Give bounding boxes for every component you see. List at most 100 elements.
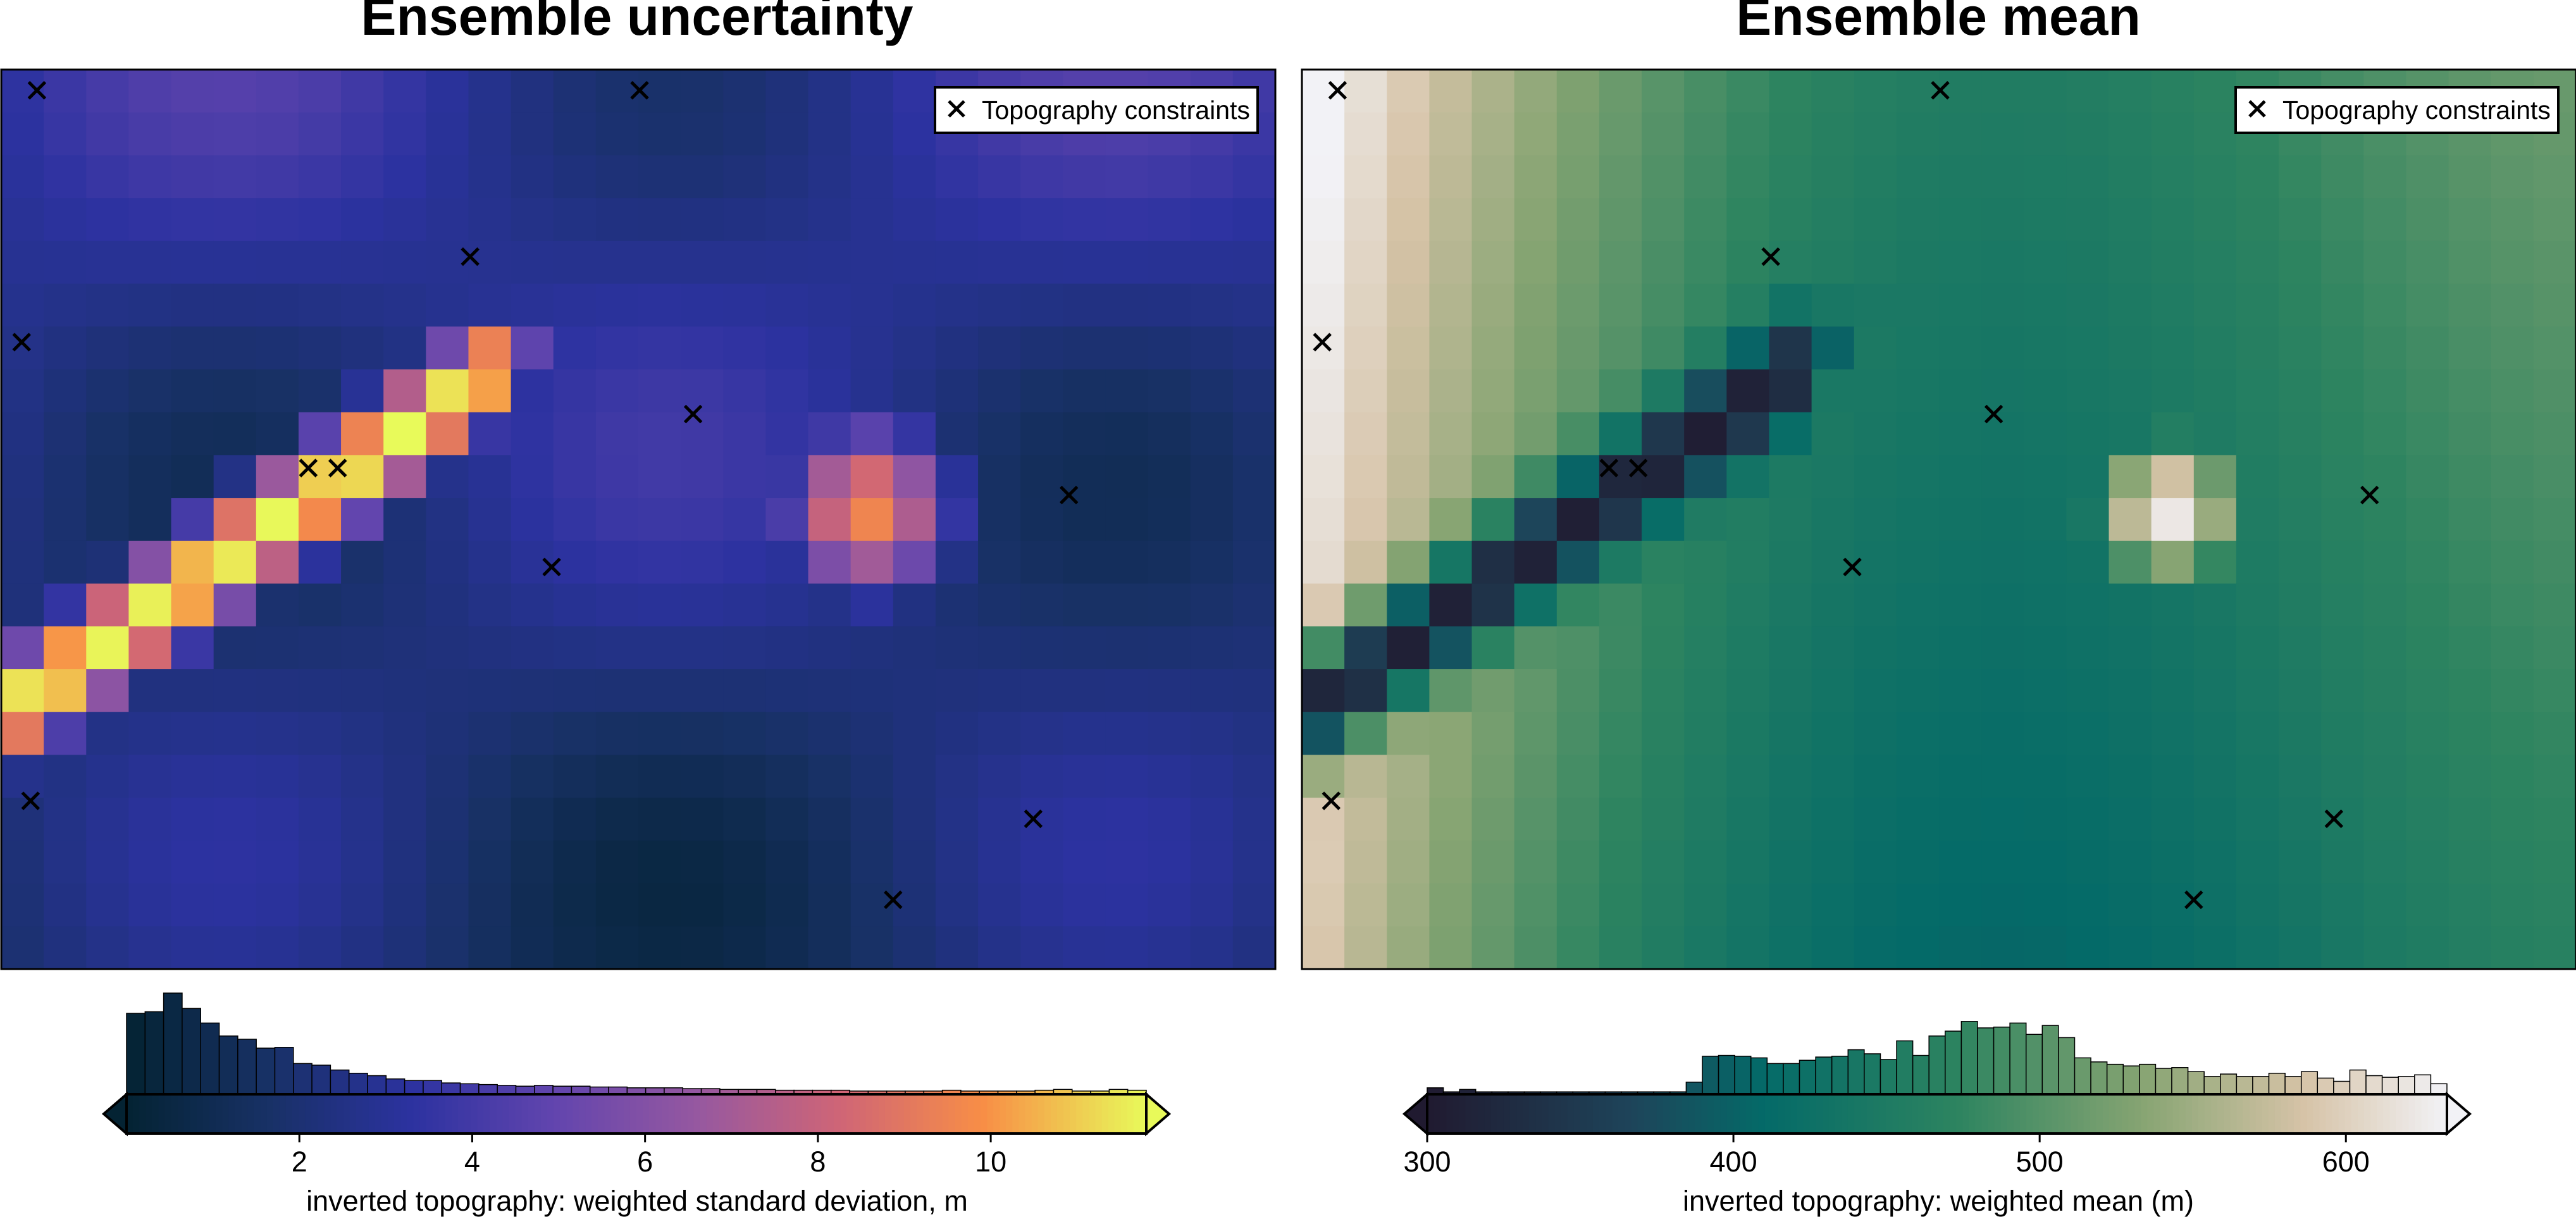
heatmap-cell xyxy=(935,712,979,756)
heatmap-cell xyxy=(850,455,894,498)
heatmap-cell xyxy=(511,926,554,970)
heatmap-cell xyxy=(1,840,44,884)
heatmap-cell xyxy=(1642,155,1685,199)
colorbar-segment xyxy=(1025,1094,1032,1134)
colorbar-segment xyxy=(2364,1094,2371,1134)
heatmap-cell xyxy=(2363,540,2407,584)
heatmap-cell xyxy=(850,626,894,670)
colorbar-segment xyxy=(133,1094,140,1134)
heatmap-cell xyxy=(128,412,172,456)
histogram-bar xyxy=(1766,1063,1784,1095)
colorbar-segment xyxy=(1917,1094,1925,1134)
colorbar-segment xyxy=(228,1094,236,1134)
heatmap-cell xyxy=(213,798,257,841)
heatmap-cell xyxy=(1854,626,1897,670)
heatmap-cell xyxy=(1981,840,2024,884)
heatmap-cell xyxy=(2236,412,2279,456)
heatmap-cell xyxy=(341,669,384,713)
heatmap-cell xyxy=(2024,283,2067,327)
heatmap-cell xyxy=(2406,369,2449,413)
heatmap-cell xyxy=(44,112,87,156)
heatmap-cell xyxy=(681,626,724,670)
heatmap-cell xyxy=(808,198,851,242)
heatmap-cell xyxy=(1981,540,2024,584)
heatmap-cell xyxy=(2024,840,2067,884)
heatmap-cell xyxy=(2363,155,2407,199)
heatmap-cell xyxy=(1302,369,1345,413)
heatmap-cell xyxy=(978,798,1021,841)
heatmap-cell xyxy=(1387,326,1430,370)
histogram-bar xyxy=(1896,1040,1914,1095)
heatmap-cell xyxy=(1387,798,1430,841)
heatmap-cell xyxy=(638,840,681,884)
colorbar-segment xyxy=(451,1094,459,1134)
heatmap-cell xyxy=(638,926,681,970)
colorbar-segment xyxy=(330,1094,338,1134)
heatmap-cell xyxy=(2193,798,2237,841)
heatmap-cell xyxy=(128,626,172,670)
heatmap-cell xyxy=(1429,883,1473,927)
heatmap-cell xyxy=(1854,840,1897,884)
heatmap-cell xyxy=(2151,840,2195,884)
heatmap-cell xyxy=(256,583,299,627)
heatmap-cell xyxy=(1939,540,1982,584)
heatmap-cell xyxy=(2448,626,2492,670)
colorbar-segment xyxy=(1599,1094,1606,1134)
heatmap-cell xyxy=(2491,712,2534,756)
heatmap-cell xyxy=(765,455,809,498)
heatmap-cell xyxy=(1769,883,1812,927)
heatmap-cell xyxy=(1769,326,1812,370)
colorbar-segment xyxy=(1440,1094,1447,1134)
heatmap-cell xyxy=(1148,198,1191,242)
colorbar-segment xyxy=(222,1094,230,1134)
heatmap-cell xyxy=(1599,540,1642,584)
heatmap-cell xyxy=(1854,926,1897,970)
histogram-bar xyxy=(311,1065,331,1095)
heatmap-cell xyxy=(2151,369,2195,413)
heatmap-cell xyxy=(2151,70,2195,113)
heatmap-cell xyxy=(1387,712,1430,756)
heatmap-cell xyxy=(2193,155,2237,199)
heatmap-cell xyxy=(553,669,597,713)
heatmap-cell xyxy=(1556,112,1600,156)
heatmap-cell xyxy=(723,540,766,584)
heatmap-cell xyxy=(2024,498,2067,541)
colorbar-segment xyxy=(643,1094,650,1134)
heatmap-cell xyxy=(2406,798,2449,841)
heatmap-cell xyxy=(893,798,936,841)
heatmap-cell xyxy=(1726,883,1770,927)
heatmap-cell xyxy=(1726,369,1770,413)
colorbar-segment xyxy=(2396,1094,2403,1134)
heatmap-cell xyxy=(383,70,426,113)
colorbar-segment xyxy=(1644,1094,1651,1134)
heatmap-cell xyxy=(213,112,257,156)
heatmap-cell xyxy=(681,540,724,584)
colorbar-segment xyxy=(2064,1094,2072,1134)
heatmap-cell xyxy=(2491,883,2534,927)
heatmap-cell xyxy=(2491,283,2534,327)
heatmap-cell xyxy=(2491,540,2534,584)
heatmap-cell xyxy=(2236,498,2279,541)
histogram-bar xyxy=(2414,1074,2432,1095)
colorbar-segment xyxy=(1656,1094,1664,1134)
heatmap-cell xyxy=(1684,540,1727,584)
heatmap-cell xyxy=(1471,155,1515,199)
colorbar-segment xyxy=(1663,1094,1670,1134)
heatmap-cell xyxy=(2321,540,2364,584)
colorbar-segment xyxy=(655,1094,663,1134)
colorbar-segment xyxy=(878,1094,886,1134)
heatmap-cell xyxy=(1514,712,1557,756)
heatmap-cell xyxy=(44,498,87,541)
heatmap-cell xyxy=(2066,70,2110,113)
heatmap-cell xyxy=(808,540,851,584)
colorbar-segment xyxy=(1031,1094,1039,1134)
heatmap-cell xyxy=(256,283,299,327)
colorbar-segment xyxy=(929,1094,937,1134)
legend-box xyxy=(2234,86,2560,134)
heatmap-cell xyxy=(553,412,597,456)
histogram-bar xyxy=(441,1082,461,1095)
colorbar-segment xyxy=(2268,1094,2276,1134)
colorbar-segment xyxy=(865,1094,873,1134)
colorbar-segment xyxy=(662,1094,669,1134)
